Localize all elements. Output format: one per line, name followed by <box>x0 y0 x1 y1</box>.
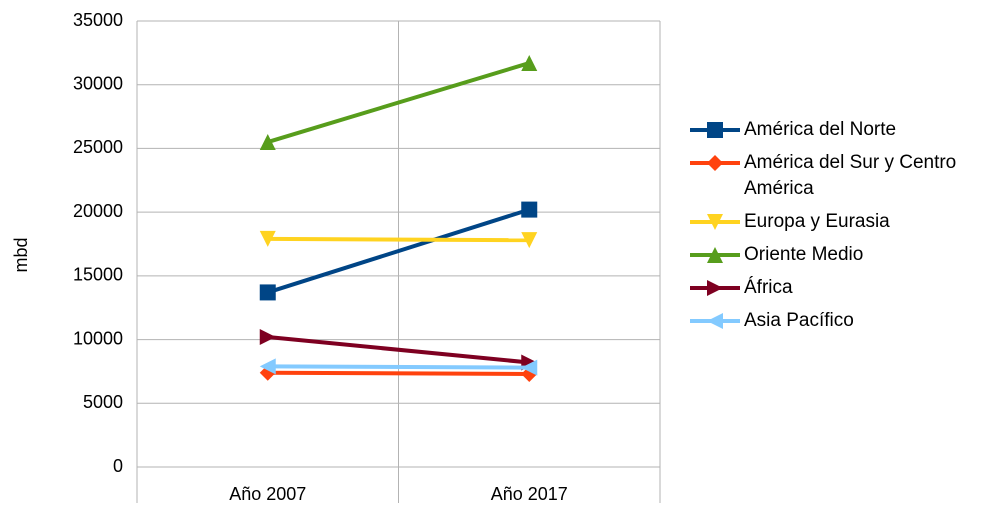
legend-item: Asia Pacífico <box>688 308 1004 334</box>
x-tick-label: Año 2017 <box>491 484 568 504</box>
data-point <box>521 232 538 249</box>
legend-marker <box>707 313 723 329</box>
y-tick-label: 20000 <box>73 201 123 221</box>
x-tick-label: Año 2007 <box>229 484 306 504</box>
legend-item: Oriente Medio <box>688 242 1004 268</box>
y-tick-label: 35000 <box>73 10 123 30</box>
legend-label: Oriente Medio <box>744 244 864 265</box>
data-point <box>259 329 276 346</box>
legend-label: Asia Pacífico <box>744 310 854 331</box>
legend-label: América del Norte <box>744 119 897 140</box>
data-point <box>259 230 276 247</box>
legend-icon <box>690 280 740 296</box>
legend-icon <box>690 155 740 171</box>
legend-icon <box>690 122 740 138</box>
legend-icon <box>690 247 740 263</box>
series-line <box>267 364 530 370</box>
legend-item: África <box>688 275 1004 301</box>
legend-icon <box>690 313 740 329</box>
legend: América del Norte América del Sur y Centr… <box>688 117 1004 334</box>
y-tick-label: 5000 <box>83 392 123 412</box>
data-point <box>259 284 276 301</box>
y-tick-label: 30000 <box>73 73 123 93</box>
y-tick-label: 0 <box>113 456 123 476</box>
data-point <box>521 55 538 72</box>
data-point <box>259 134 276 151</box>
series-line <box>267 61 530 144</box>
series-line <box>267 370 530 376</box>
legend-label: África <box>744 277 793 298</box>
y-axis-label: mbd <box>11 237 31 272</box>
y-tick-label: 10000 <box>73 328 123 348</box>
legend-marker <box>707 280 723 296</box>
data-point <box>521 201 538 218</box>
data-point <box>521 359 538 376</box>
data-point <box>259 358 276 375</box>
legend-marker <box>707 214 723 230</box>
legend-item: América del Sur y Centro América <box>688 150 1004 202</box>
series-line <box>267 236 530 243</box>
legend-label: Europa y Eurasia <box>744 211 890 232</box>
legend-marker <box>707 155 723 171</box>
y-tick-label: 15000 <box>73 265 123 285</box>
legend-label: América del Sur y Centro América <box>744 152 957 199</box>
y-tick-label: 25000 <box>73 137 123 157</box>
legend-icon <box>690 214 740 230</box>
series-line <box>267 335 530 365</box>
legend-item: Europa y Eurasia <box>688 209 1004 235</box>
legend-marker <box>707 122 723 138</box>
legend-item: América del Norte <box>688 117 1004 143</box>
legend-marker <box>707 247 723 263</box>
series-line <box>267 207 530 295</box>
